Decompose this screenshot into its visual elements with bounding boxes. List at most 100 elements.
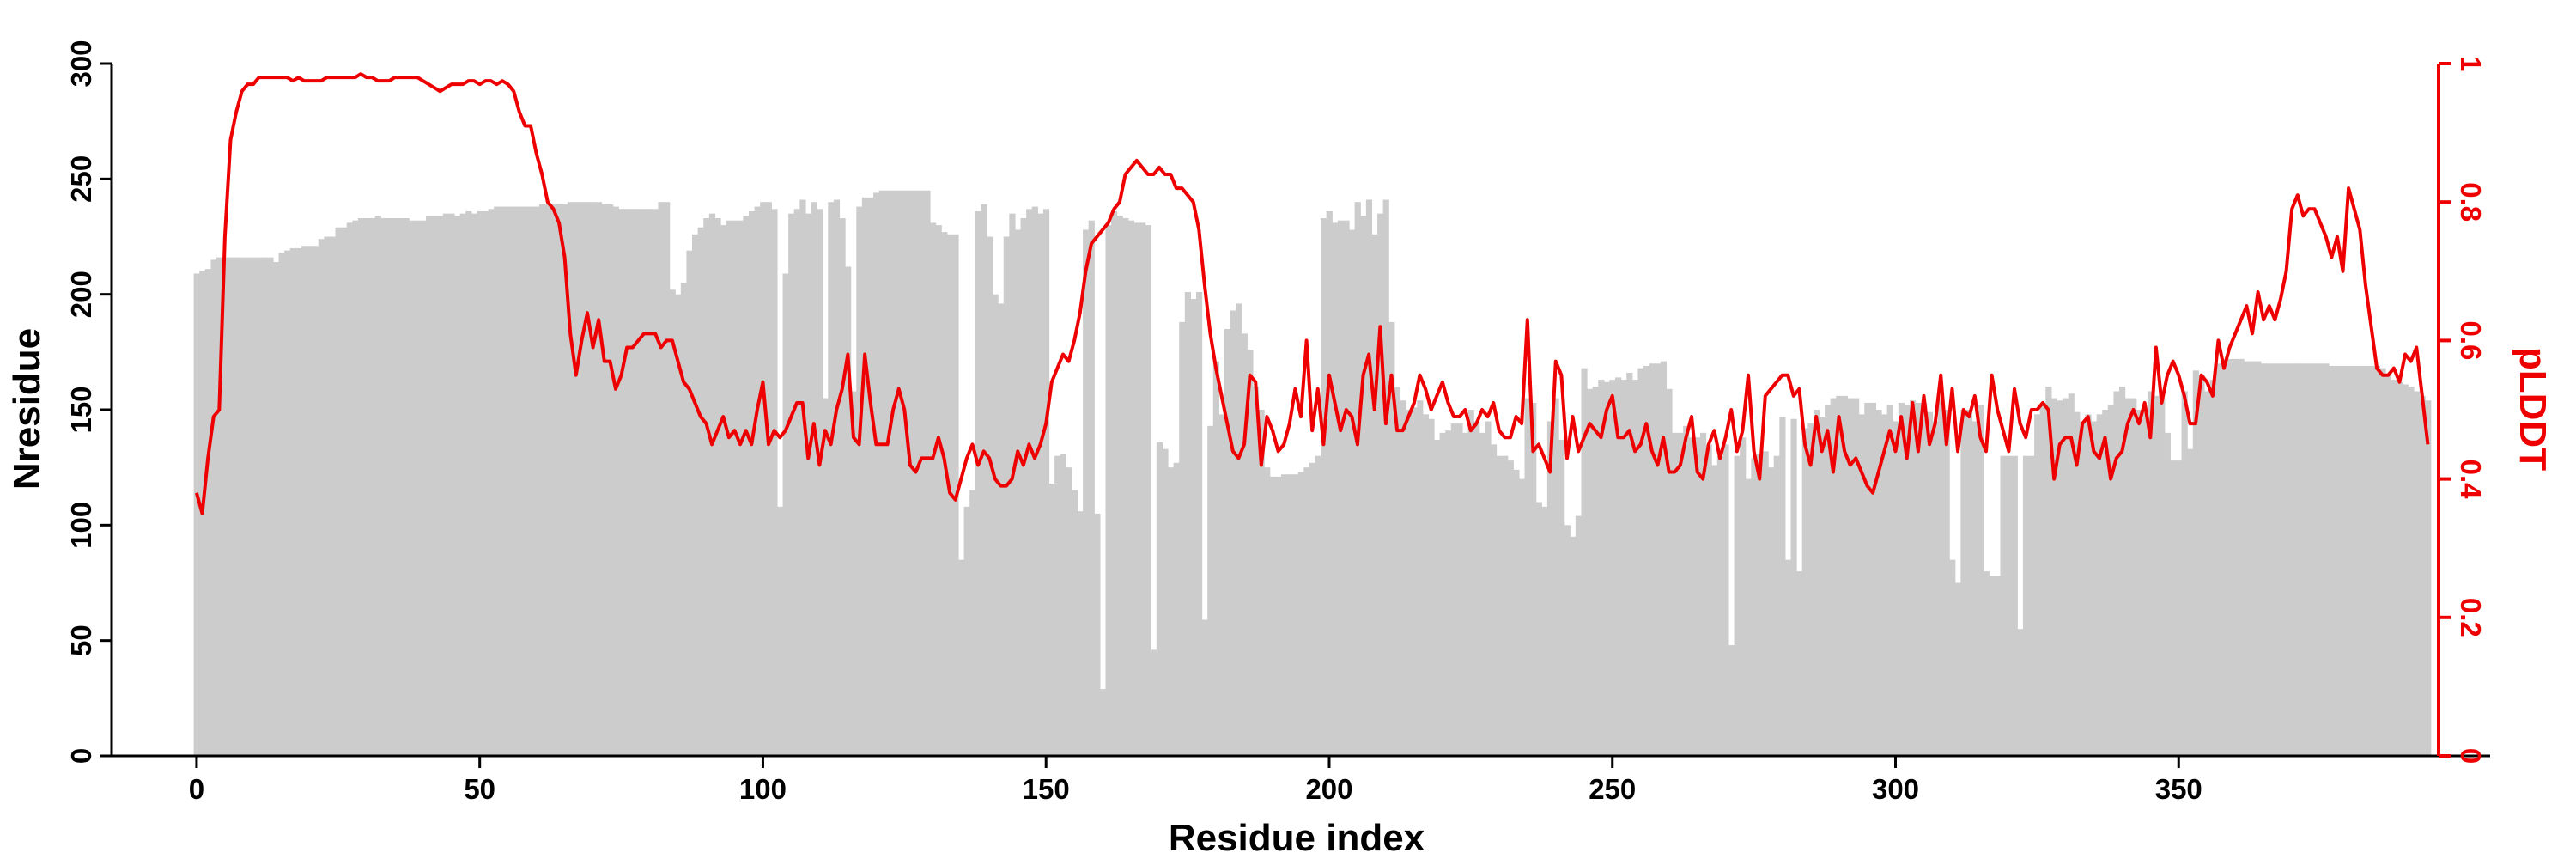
bar: [612, 206, 619, 756]
bar: [2413, 391, 2421, 756]
bar: [2102, 410, 2109, 756]
bar: [2209, 380, 2216, 756]
bar: [1201, 619, 1208, 756]
bar: [1292, 474, 1299, 756]
y-axis-right-title: pLDDT: [2512, 347, 2554, 471]
bar: [1083, 229, 1090, 756]
bar: [817, 209, 823, 756]
bar: [850, 391, 857, 756]
bar: [1978, 405, 1984, 756]
y-left-tick-label: 150: [65, 386, 97, 433]
bar: [2306, 363, 2312, 756]
bar: [2249, 361, 2256, 756]
bar: [981, 204, 987, 756]
bar: [403, 218, 410, 756]
bar: [664, 202, 671, 756]
bar: [1886, 405, 1893, 756]
bar: [1127, 220, 1135, 756]
bar: [2107, 405, 2115, 756]
bar: [805, 213, 812, 756]
y-left-tick-label: 300: [65, 40, 97, 87]
bar: [680, 283, 688, 757]
bar: [1728, 645, 1735, 756]
bar: [1546, 421, 1554, 756]
axes: 0 50 100 150 200 250 300 350 0 50 100 150 200 250 300 0…: [65, 40, 2490, 805]
bar: [1133, 222, 1140, 756]
bar: [2119, 387, 2126, 756]
bar: [1598, 380, 1605, 756]
bar: [986, 236, 993, 756]
bar: [839, 218, 846, 756]
bar: [669, 289, 676, 756]
bar: [448, 213, 455, 756]
bar: [2096, 414, 2103, 756]
bar: [2170, 460, 2177, 756]
bar: [686, 250, 693, 756]
bar: [828, 202, 835, 756]
bar: [1088, 220, 1095, 756]
bar: [1893, 421, 1899, 756]
bar: [2045, 387, 2052, 756]
bar: [2153, 395, 2160, 756]
bar: [505, 206, 512, 756]
bar: [737, 220, 744, 756]
bar: [748, 210, 756, 756]
bar: [392, 218, 398, 756]
bar: [1683, 425, 1690, 756]
bar: [629, 209, 636, 756]
bar: [2085, 414, 2092, 756]
bar: [2232, 358, 2239, 756]
bar: [1485, 421, 1492, 756]
bar: [1587, 388, 1594, 756]
bar: [1241, 333, 1248, 756]
bar: [1037, 213, 1044, 756]
bar: [1609, 380, 1616, 756]
bar: [2351, 365, 2358, 756]
bar: [708, 213, 715, 756]
bar: [1705, 444, 1712, 756]
bar: [1949, 559, 1956, 756]
bar: [2260, 363, 2268, 756]
bar: [193, 273, 200, 756]
bar: [573, 202, 580, 756]
bar: [1479, 432, 1485, 756]
bar: [1756, 454, 1764, 756]
bar: [477, 210, 483, 756]
bar: [765, 202, 772, 756]
bar: [658, 202, 665, 756]
bar: [1105, 225, 1112, 756]
bar: [1983, 571, 1990, 756]
bar: [1552, 398, 1559, 756]
bar: [647, 209, 653, 756]
bar: [1564, 525, 1571, 756]
bar: [2011, 455, 2018, 756]
bar: [1965, 410, 1973, 756]
bar: [1513, 469, 1520, 756]
bar: [1807, 423, 1814, 756]
y-right-tick-label: 0.8: [2455, 182, 2487, 222]
bar: [2227, 358, 2233, 756]
bar: [732, 220, 738, 756]
bar: [2187, 448, 2194, 756]
bar: [261, 257, 268, 756]
bar: [2408, 387, 2415, 756]
bar: [618, 209, 625, 756]
bar: [2006, 455, 2013, 756]
bar: [1603, 381, 1611, 756]
bar: [295, 247, 302, 756]
bar: [1236, 303, 1242, 756]
bar: [307, 246, 313, 756]
bar: [1195, 291, 1203, 757]
bar: [1994, 576, 2002, 756]
bar: [1535, 502, 1542, 756]
bar: [2288, 363, 2296, 756]
bar: [2357, 365, 2364, 756]
bar: [431, 216, 438, 756]
bar: [873, 192, 880, 756]
bar: [510, 206, 518, 756]
bar: [2345, 365, 2353, 756]
bar: [289, 247, 296, 756]
bar: [1275, 476, 1282, 756]
bar: [409, 220, 416, 756]
bar: [2317, 363, 2324, 756]
